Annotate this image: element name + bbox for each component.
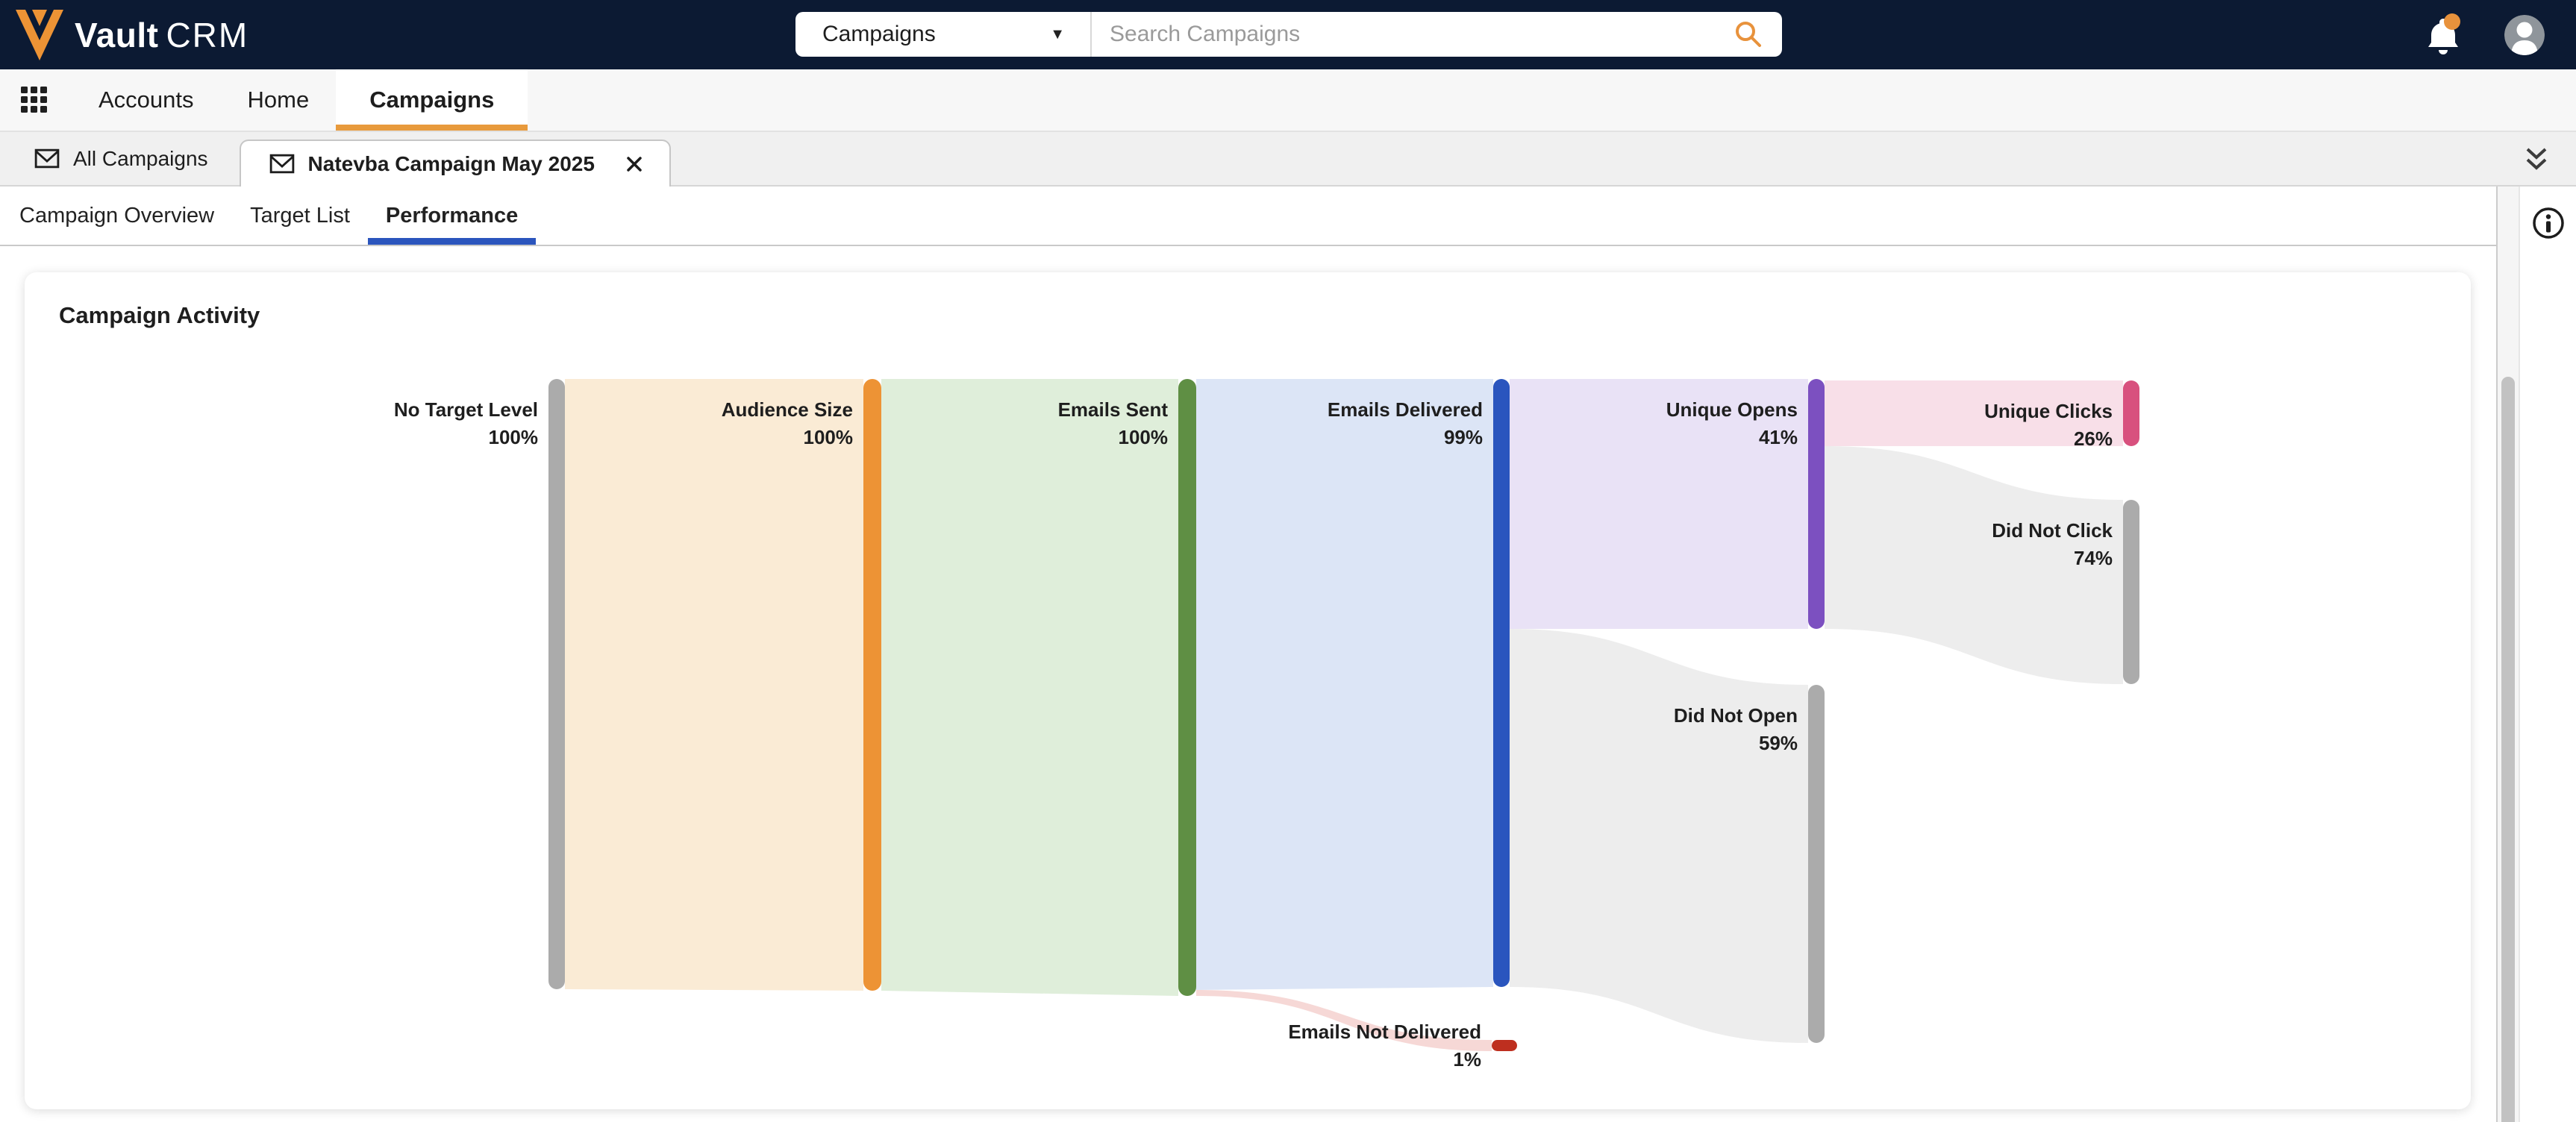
nav-item-label: Home — [247, 87, 310, 113]
topbar: Vault CRM Campaigns ▼ — [0, 0, 2576, 69]
sankey-label-unique-opens: Unique Opens — [1666, 398, 1798, 421]
app-navbar: Accounts Home Campaigns — [0, 69, 2576, 132]
vertical-scrollbar-track[interactable] — [2496, 187, 2520, 1122]
expand-tabs-button[interactable] — [2519, 142, 2554, 177]
tab-label: All Campaigns — [73, 146, 208, 170]
bell-icon — [2428, 13, 2460, 54]
close-tab-button[interactable] — [625, 154, 644, 174]
sankey-link-delivered-to-did-not-open — [1510, 629, 1808, 1043]
subtab-label: Performance — [385, 203, 519, 228]
notification-badge — [2444, 13, 2460, 30]
sankey-link-sent-to-not-delivered — [1196, 990, 1492, 1051]
sankey-value-emails-delivered: 99% — [1444, 426, 1483, 448]
sankey-label-did-not-open: Did Not Open — [1674, 704, 1798, 727]
sankey-node-unique-clicks — [2123, 380, 2139, 446]
double-chevron-down-icon — [2526, 148, 2547, 170]
tab-all-campaigns[interactable]: All Campaigns — [0, 132, 240, 185]
subtab-campaign-overview[interactable]: Campaign Overview — [1, 187, 232, 245]
search-button[interactable] — [1715, 12, 1782, 57]
vault-crm-logo[interactable]: Vault CRM — [15, 8, 248, 62]
logo-primary: Vault — [75, 15, 159, 54]
info-icon — [2532, 207, 2564, 239]
sankey-node-unique-opens — [1808, 379, 1825, 629]
sankey-value-audience-size: 100% — [804, 426, 854, 448]
tab-label: Natevba Campaign May 2025 — [307, 151, 595, 175]
sankey-link-no-target-to-audience — [565, 379, 863, 991]
content-column: Campaign Overview Target List Performanc… — [0, 187, 2496, 1122]
tab-natevba-campaign[interactable]: Natevba Campaign May 2025 — [239, 140, 671, 187]
main-region: Campaign Overview Target List Performanc… — [0, 187, 2576, 1122]
user-avatar[interactable] — [2504, 14, 2545, 55]
logo-text: Vault CRM — [75, 15, 248, 55]
sankey-value-no-target-level: 100% — [489, 426, 539, 448]
sankey-label-no-target-level: No Target Level — [394, 398, 538, 421]
campaign-activity-sankey-chart: No Target Level 100% Audience Size 100% … — [394, 379, 2139, 1071]
subtab-target-list[interactable]: Target List — [232, 187, 368, 245]
sankey-value-emails-sent: 100% — [1119, 426, 1169, 448]
search-scope-select[interactable]: Campaigns ▼ — [795, 12, 1092, 57]
info-button[interactable] — [2531, 206, 2566, 240]
global-search: Campaigns ▼ — [795, 12, 1782, 57]
sankey-link-opens-to-clicks — [1825, 380, 2123, 446]
search-icon — [1736, 22, 1761, 47]
sankey-label-emails-delivered: Emails Delivered — [1328, 398, 1483, 421]
nav-item-accounts[interactable]: Accounts — [72, 69, 221, 131]
vault-v-icon — [16, 9, 63, 60]
sankey-value-unique-clicks: 26% — [2074, 427, 2113, 450]
envelope-icon — [34, 148, 60, 169]
apps-grid-icon — [21, 87, 47, 113]
nav-item-label: Accounts — [99, 87, 194, 113]
sankey-label-audience-size: Audience Size — [722, 398, 853, 421]
campaign-activity-card: Campaign Activity — [25, 272, 2471, 1109]
notifications-button[interactable] — [2421, 13, 2466, 57]
logo-secondary: CRM — [166, 15, 249, 54]
sankey-link-delivered-to-opens — [1510, 379, 1808, 629]
sankey-label-did-not-click: Did Not Click — [1992, 519, 2113, 542]
sankey-node-did-not-click — [2123, 500, 2139, 684]
subtab-label: Target List — [250, 203, 350, 228]
vertical-scrollbar-thumb[interactable] — [2501, 377, 2515, 1122]
nav-item-label: Campaigns — [369, 87, 495, 113]
sankey-node-emails-delivered — [1493, 379, 1510, 987]
right-rail — [2520, 187, 2576, 1122]
sankey-label-emails-sent: Emails Sent — [1058, 398, 1169, 421]
nav-item-campaigns[interactable]: Campaigns — [336, 69, 528, 131]
app-launcher-button[interactable] — [21, 69, 48, 131]
subtab-performance[interactable]: Performance — [367, 187, 537, 245]
search-scope-value: Campaigns — [822, 22, 936, 46]
sankey-label-unique-clicks: Unique Clicks — [1984, 400, 2113, 422]
sankey-node-did-not-open — [1808, 685, 1825, 1043]
sankey-node-emails-sent — [1178, 379, 1196, 996]
sankey-link-sent-to-delivered — [1196, 379, 1493, 990]
sankey-node-no-target-level — [548, 379, 565, 989]
campaign-subtabs: Campaign Overview Target List Performanc… — [0, 187, 2496, 246]
sankey-node-emails-not-delivered — [1492, 1040, 1517, 1051]
chevron-down-icon: ▼ — [1050, 25, 1065, 43]
search-input[interactable] — [1092, 12, 1715, 57]
sankey-value-unique-opens: 41% — [1759, 426, 1798, 448]
sankey-value-emails-not-delivered: 1% — [1453, 1048, 1481, 1071]
sankey-value-did-not-click: 74% — [2074, 547, 2113, 569]
topbar-actions — [2421, 0, 2576, 69]
envelope-icon — [269, 154, 294, 174]
sankey-node-audience-size — [863, 379, 881, 991]
sankey-link-opens-to-did-not-click — [1825, 446, 2123, 684]
campaign-tabstrip: All Campaigns Natevba Campaign May 2025 — [0, 132, 2576, 187]
sankey-link-audience-to-sent — [881, 379, 1178, 996]
close-icon — [627, 156, 642, 172]
sankey-value-did-not-open: 59% — [1759, 732, 1798, 754]
nav-item-home[interactable]: Home — [221, 69, 337, 131]
performance-content: Campaign Activity — [0, 246, 2496, 1122]
subtab-label: Campaign Overview — [19, 203, 215, 228]
sankey-label-emails-not-delivered: Emails Not Delivered — [1288, 1021, 1481, 1043]
card-title: Campaign Activity — [59, 302, 260, 328]
